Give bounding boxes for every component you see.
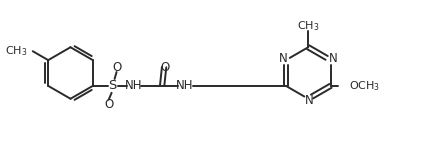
Text: NH: NH [176, 79, 194, 92]
Text: O: O [104, 98, 113, 111]
Text: N: N [279, 52, 287, 65]
Text: O: O [160, 61, 170, 74]
Text: N: N [305, 94, 314, 107]
Text: OCH$_3$: OCH$_3$ [349, 79, 381, 93]
Text: CH$_3$: CH$_3$ [297, 20, 319, 33]
Text: N: N [329, 52, 338, 65]
Text: O: O [112, 61, 121, 74]
Text: S: S [108, 79, 117, 92]
Text: NH: NH [124, 79, 142, 92]
Text: CH$_3$: CH$_3$ [5, 44, 28, 58]
